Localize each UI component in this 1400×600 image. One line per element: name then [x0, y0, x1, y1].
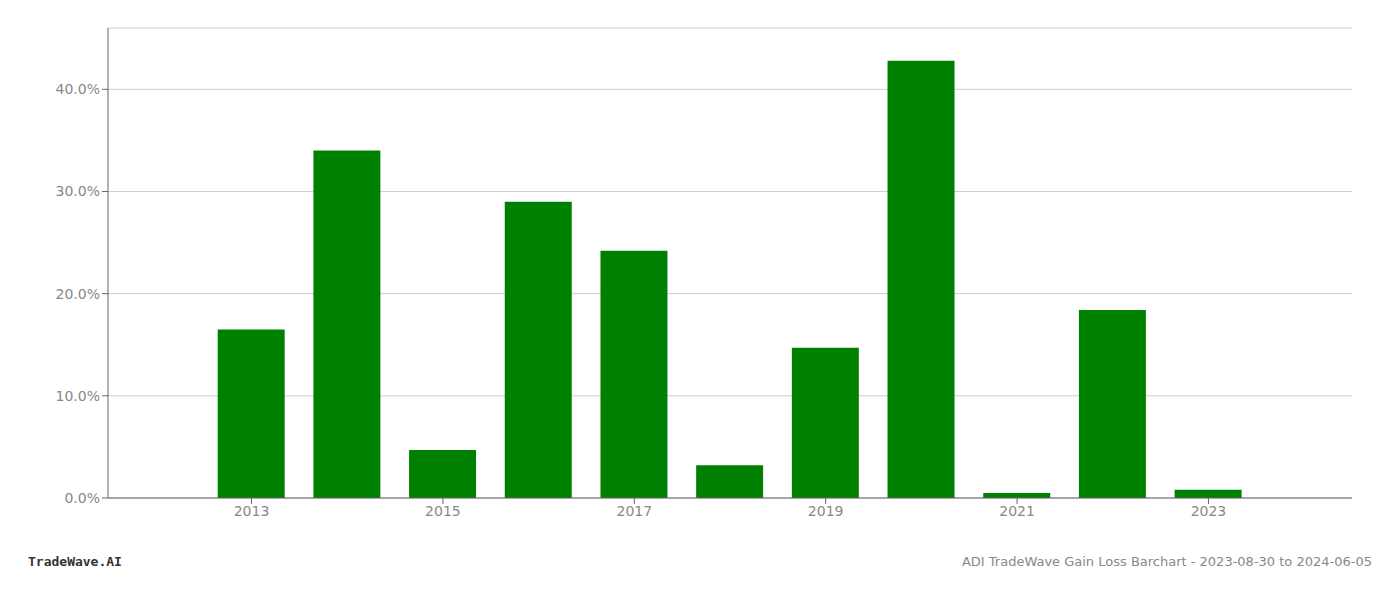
- svg-text:10.0%: 10.0%: [56, 388, 100, 404]
- svg-text:40.0%: 40.0%: [56, 81, 100, 97]
- svg-text:0.0%: 0.0%: [64, 490, 100, 506]
- svg-text:2019: 2019: [808, 503, 844, 519]
- html-text:TradeWave.AI: TradeWave.AI: [28, 554, 122, 569]
- svg-text:2023: 2023: [1191, 503, 1227, 519]
- svg-text:2017: 2017: [616, 503, 652, 519]
- svg-text:30.0%: 30.0%: [56, 183, 100, 199]
- svg-text:2015: 2015: [425, 503, 461, 519]
- svg-text:20.0%: 20.0%: [56, 286, 100, 302]
- svg-text:2013: 2013: [234, 503, 270, 519]
- html-text:ADI TradeWave Gain Loss Barcha: ADI TradeWave Gain Loss Barchart - 2023-…: [961, 554, 1372, 569]
- svg-text:2021: 2021: [999, 503, 1035, 519]
